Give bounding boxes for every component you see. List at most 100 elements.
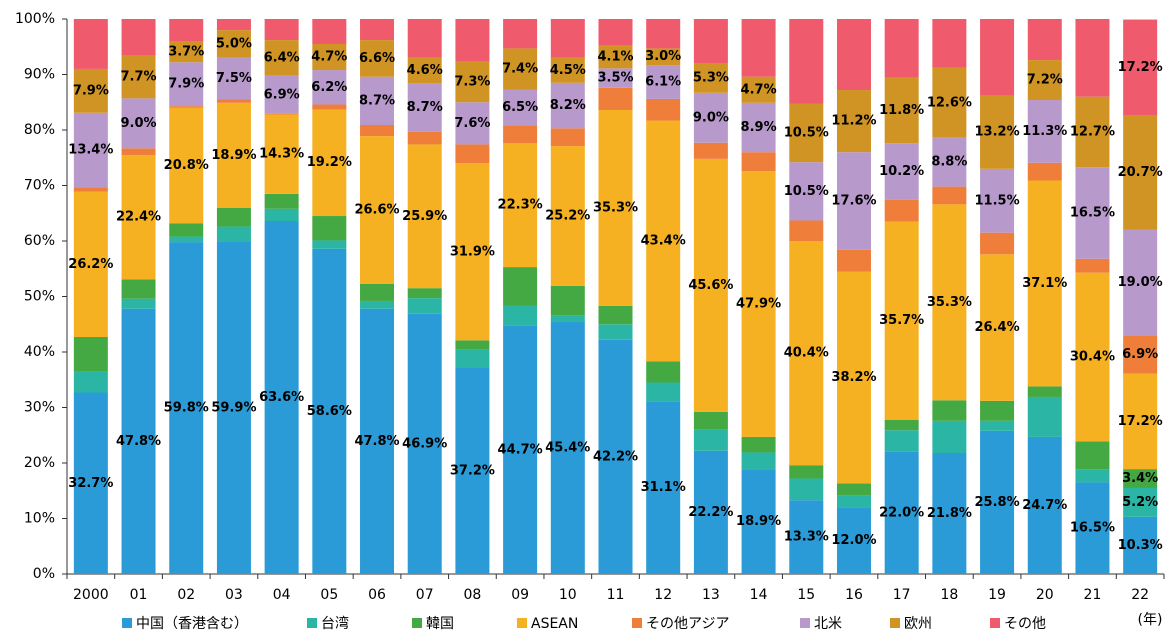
data-label: 9.0% xyxy=(693,110,729,125)
data-label: 4.7% xyxy=(741,82,777,97)
data-label: 24.7% xyxy=(1022,498,1067,513)
data-label: 20.7% xyxy=(1118,165,1163,180)
data-label: 4.1% xyxy=(597,50,633,65)
bar-segment xyxy=(264,75,299,114)
bar-segment xyxy=(169,107,204,224)
bar-segment xyxy=(598,87,633,111)
bar-segment xyxy=(1123,373,1158,470)
bar-segment xyxy=(312,216,347,241)
bar-segment xyxy=(884,77,919,144)
bar-segment xyxy=(407,83,442,132)
bar-segment xyxy=(264,113,299,115)
bar-segment xyxy=(836,19,871,91)
data-label: 26.2% xyxy=(68,257,113,272)
bar-segment xyxy=(884,419,919,431)
bar-segment xyxy=(646,120,681,362)
bar-segment xyxy=(407,144,442,289)
y-tick-label: 60% xyxy=(24,233,55,249)
bar-segment xyxy=(121,98,156,149)
bar-segment xyxy=(455,349,490,368)
data-label: 11.2% xyxy=(831,114,876,129)
bar-segment xyxy=(1123,19,1158,116)
bar-segment xyxy=(121,19,156,56)
data-label: 26.4% xyxy=(975,320,1020,335)
data-label: 38.2% xyxy=(831,370,876,385)
data-label: 12.6% xyxy=(927,95,972,110)
bar-segment xyxy=(1027,100,1062,163)
bar-segment xyxy=(980,400,1015,421)
bar-segment xyxy=(550,285,585,316)
x-tick-label: 12 xyxy=(654,587,672,603)
data-label: 20.8% xyxy=(164,158,209,173)
bar-segment xyxy=(741,469,776,574)
bar-segment xyxy=(1075,469,1110,483)
legend-label: 台湾 xyxy=(321,615,349,632)
bar-segment xyxy=(407,313,442,574)
bar-segment xyxy=(503,267,538,306)
data-label: 13.4% xyxy=(68,142,113,157)
data-label: 35.3% xyxy=(593,200,638,215)
data-label: 10.5% xyxy=(784,184,829,199)
data-label: 12.7% xyxy=(1070,124,1115,139)
bar-segment xyxy=(932,67,967,138)
data-label: 22.4% xyxy=(116,210,161,225)
x-tick-label: 08 xyxy=(463,587,481,603)
data-label: 37.1% xyxy=(1022,276,1067,291)
data-label: 37.2% xyxy=(450,463,495,478)
bar-segment xyxy=(1123,229,1158,336)
bar-segment xyxy=(598,68,633,88)
bar-segment xyxy=(121,279,156,299)
bar-segment xyxy=(121,298,156,309)
data-label: 9.0% xyxy=(121,116,157,131)
x-tick-label: 2000 xyxy=(73,587,109,603)
bar-segment xyxy=(980,168,1015,233)
x-tick-label: 19 xyxy=(988,587,1006,603)
bar-segment xyxy=(73,371,108,393)
bar-segment xyxy=(121,308,156,574)
bar-segment xyxy=(646,382,681,402)
bar-segment xyxy=(73,337,108,372)
data-label: 7.6% xyxy=(454,116,490,131)
bar-segment xyxy=(789,500,824,574)
data-label: 22.3% xyxy=(498,198,543,213)
bar-segment xyxy=(836,152,871,250)
bar-segment xyxy=(693,19,728,64)
legend-swatch xyxy=(990,618,1000,628)
data-label: 5.0% xyxy=(216,36,252,51)
data-label: 8.7% xyxy=(359,93,395,108)
y-tick-label: 40% xyxy=(24,344,55,360)
data-label: 7.4% xyxy=(502,61,538,76)
bar-segment xyxy=(169,106,204,108)
bar-segment xyxy=(836,271,871,484)
bar-segment xyxy=(598,45,633,69)
bar-segment xyxy=(455,340,490,350)
bar-segment xyxy=(884,221,919,420)
data-label: 6.1% xyxy=(645,74,681,89)
legend-label: 北米 xyxy=(814,616,842,632)
bar-segment xyxy=(1123,487,1158,517)
data-label: 17.2% xyxy=(1118,60,1163,75)
data-label: 6.2% xyxy=(311,80,347,95)
data-label: 32.7% xyxy=(68,476,113,491)
y-tick-label: 90% xyxy=(24,67,55,83)
y-tick-label: 0% xyxy=(33,566,55,582)
bar-segment xyxy=(360,308,395,574)
bar-segment xyxy=(216,241,251,574)
data-label: 13.3% xyxy=(784,530,829,545)
bar-segment xyxy=(741,436,776,453)
legend-swatch xyxy=(307,618,317,628)
bar-segment xyxy=(503,89,538,126)
bar-segment xyxy=(312,19,347,44)
bar-segment xyxy=(693,429,728,451)
legend-label: 中国（香港含む） xyxy=(136,616,248,632)
data-label: 30.4% xyxy=(1070,349,1115,364)
legend-swatch xyxy=(632,618,642,628)
data-label: 59.9% xyxy=(211,400,256,415)
x-tick-label: 20 xyxy=(1036,587,1054,603)
data-label: 25.2% xyxy=(545,209,590,224)
bar-segment xyxy=(598,324,633,340)
bar-segment xyxy=(789,220,824,241)
bar-segment xyxy=(169,242,204,575)
data-label: 13.2% xyxy=(975,125,1020,140)
bar-segment xyxy=(407,19,442,58)
